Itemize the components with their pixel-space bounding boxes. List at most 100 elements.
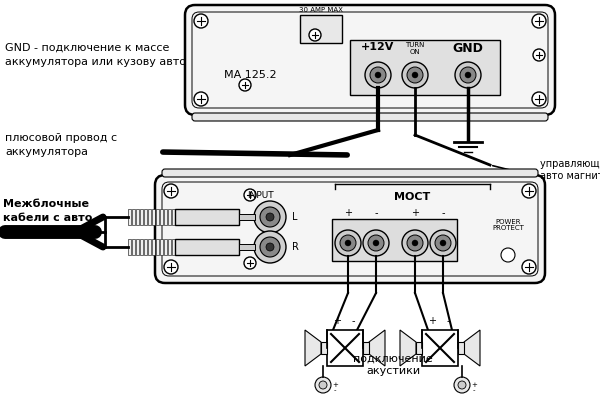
Circle shape bbox=[412, 240, 418, 246]
Bar bbox=[132, 209, 134, 225]
Circle shape bbox=[533, 49, 545, 61]
Circle shape bbox=[244, 257, 256, 269]
Bar bbox=[140, 239, 143, 255]
Bar bbox=[363, 342, 369, 354]
Bar bbox=[422, 330, 458, 366]
Circle shape bbox=[430, 230, 456, 256]
Bar bbox=[148, 239, 151, 255]
Bar bbox=[172, 239, 175, 255]
Circle shape bbox=[454, 377, 470, 393]
Circle shape bbox=[375, 72, 381, 78]
Circle shape bbox=[266, 213, 274, 221]
FancyBboxPatch shape bbox=[162, 169, 538, 177]
Circle shape bbox=[407, 235, 423, 251]
Bar bbox=[156, 209, 158, 225]
Circle shape bbox=[315, 377, 331, 393]
Text: подключение
акустики: подключение акустики bbox=[353, 354, 433, 376]
Polygon shape bbox=[464, 330, 480, 366]
Text: Межблочные
кабели с авто
магнитолы: Межблочные кабели с авто магнитолы bbox=[3, 199, 92, 237]
Text: -: - bbox=[446, 316, 450, 326]
FancyBboxPatch shape bbox=[192, 113, 548, 121]
Bar bbox=[175, 239, 239, 255]
Polygon shape bbox=[400, 330, 416, 366]
Text: L: L bbox=[292, 212, 298, 222]
Text: +: + bbox=[332, 382, 338, 388]
Circle shape bbox=[465, 72, 471, 78]
Bar bbox=[321, 342, 327, 354]
Circle shape bbox=[412, 72, 418, 78]
Bar bbox=[164, 209, 167, 225]
Bar bbox=[239, 214, 255, 220]
Bar bbox=[175, 209, 239, 225]
Circle shape bbox=[345, 240, 351, 246]
Circle shape bbox=[402, 62, 428, 88]
Text: GND: GND bbox=[452, 42, 484, 55]
Circle shape bbox=[368, 235, 384, 251]
Text: POWER
PROTECT: POWER PROTECT bbox=[492, 219, 524, 231]
Circle shape bbox=[335, 230, 361, 256]
Text: +12V: +12V bbox=[361, 42, 395, 52]
Circle shape bbox=[194, 92, 208, 106]
Text: -: - bbox=[441, 208, 445, 218]
Text: +: + bbox=[411, 208, 419, 218]
Bar bbox=[164, 239, 167, 255]
Text: +: + bbox=[344, 208, 352, 218]
Polygon shape bbox=[305, 330, 321, 366]
Circle shape bbox=[455, 62, 481, 88]
Circle shape bbox=[319, 381, 327, 389]
Bar bbox=[416, 342, 422, 354]
Bar bbox=[152, 209, 155, 225]
Bar bbox=[300, 15, 342, 43]
Text: +: + bbox=[333, 316, 341, 326]
Bar bbox=[332, 219, 457, 261]
Text: МА 125.2: МА 125.2 bbox=[224, 70, 277, 80]
Circle shape bbox=[244, 189, 256, 201]
Circle shape bbox=[164, 184, 178, 198]
Text: TURN
ON: TURN ON bbox=[406, 42, 425, 54]
Text: 30 AMP MAX: 30 AMP MAX bbox=[299, 7, 343, 13]
Circle shape bbox=[522, 184, 536, 198]
Circle shape bbox=[407, 67, 423, 83]
Circle shape bbox=[402, 230, 428, 256]
Circle shape bbox=[254, 201, 286, 233]
Bar bbox=[160, 239, 163, 255]
Circle shape bbox=[164, 260, 178, 274]
Text: управляющий провод с
авто магнитолы: управляющий провод с авто магнитолы bbox=[540, 159, 600, 181]
Circle shape bbox=[532, 92, 546, 106]
Circle shape bbox=[532, 14, 546, 28]
Bar bbox=[168, 209, 170, 225]
Text: МОСТ: МОСТ bbox=[394, 192, 430, 202]
Text: +: + bbox=[471, 382, 477, 388]
Text: -: - bbox=[374, 208, 378, 218]
Circle shape bbox=[522, 260, 536, 274]
Bar bbox=[152, 239, 155, 255]
Text: -: - bbox=[334, 387, 336, 393]
Text: INPUT: INPUT bbox=[247, 190, 274, 200]
Circle shape bbox=[435, 235, 451, 251]
Bar bbox=[136, 239, 139, 255]
Bar bbox=[156, 239, 158, 255]
Circle shape bbox=[460, 67, 476, 83]
Text: -: - bbox=[351, 316, 355, 326]
Text: R: R bbox=[292, 242, 299, 252]
Circle shape bbox=[340, 235, 356, 251]
Circle shape bbox=[501, 248, 515, 262]
Circle shape bbox=[373, 240, 379, 246]
Circle shape bbox=[309, 29, 321, 41]
Text: плюсовой провод с
аккумулятора: плюсовой провод с аккумулятора bbox=[5, 133, 117, 156]
Bar bbox=[128, 209, 131, 225]
Bar bbox=[168, 239, 170, 255]
Bar bbox=[136, 209, 139, 225]
Circle shape bbox=[363, 230, 389, 256]
Circle shape bbox=[260, 237, 280, 257]
Circle shape bbox=[440, 240, 446, 246]
Bar bbox=[128, 239, 131, 255]
Text: +: + bbox=[428, 316, 436, 326]
Circle shape bbox=[370, 67, 386, 83]
Circle shape bbox=[458, 381, 466, 389]
Bar bbox=[327, 330, 363, 366]
Circle shape bbox=[260, 207, 280, 227]
Bar bbox=[350, 40, 500, 95]
Circle shape bbox=[239, 79, 251, 91]
Bar bbox=[132, 239, 134, 255]
